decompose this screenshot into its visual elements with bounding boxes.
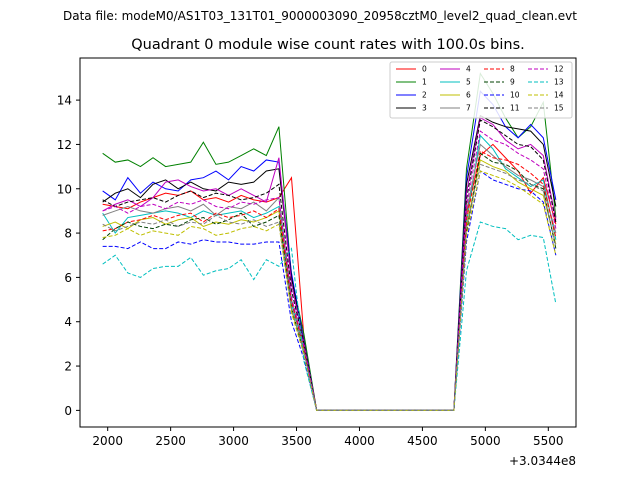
x-tick-label: 4000	[344, 434, 375, 448]
legend-label-6: 6	[466, 91, 471, 100]
legend-label-9: 9	[510, 78, 515, 87]
legend-label-7: 7	[466, 104, 471, 113]
x-offset-label: +3.0344e8	[509, 454, 576, 468]
legend-label-2: 2	[422, 91, 427, 100]
series-line-10	[102, 170, 557, 411]
legend-label-11: 11	[510, 104, 520, 113]
legend-label-5: 5	[466, 78, 471, 87]
x-tick-label: 2500	[155, 434, 186, 448]
series-line-7	[102, 143, 557, 411]
legend-label-15: 15	[554, 104, 564, 113]
legend-box	[389, 61, 573, 119]
y-tick-label: 10	[57, 182, 72, 196]
legend-label-14: 14	[554, 91, 564, 100]
legend-label-13: 13	[554, 78, 564, 87]
series-line-15	[102, 163, 557, 411]
y-tick-label: 0	[64, 404, 72, 418]
x-tick-label: 3000	[218, 434, 249, 448]
legend-label-10: 10	[510, 91, 520, 100]
legend-label-3: 3	[422, 104, 427, 113]
x-tick-label: 4500	[407, 434, 438, 448]
y-tick-label: 14	[57, 94, 72, 108]
x-tick-label: 5000	[470, 434, 501, 448]
legend-label-0: 0	[422, 65, 427, 74]
y-tick-label: 4	[64, 315, 72, 329]
x-tick-label: 5500	[533, 434, 564, 448]
x-axis: 2000 2500 3000 3500 4000 4500 5000 5500	[92, 427, 564, 448]
legend-label-12: 12	[554, 65, 564, 74]
y-tick-label: 12	[57, 138, 72, 152]
figure-suptitle: Data file: modeM0/AS1T03_131T01_90000030…	[63, 9, 577, 23]
x-tick-label: 2000	[92, 434, 123, 448]
legend-label-1: 1	[422, 78, 427, 87]
y-tick-label: 2	[64, 360, 72, 374]
y-axis: 0 2 4 6 8 10 12 14	[57, 94, 80, 418]
legend-label-4: 4	[466, 65, 471, 74]
series-line-5	[102, 134, 557, 411]
y-tick-label: 8	[64, 227, 72, 241]
y-tick-label: 6	[64, 271, 72, 285]
series-line-3	[102, 114, 557, 411]
series-line-11	[102, 119, 557, 411]
series-line-13	[102, 221, 557, 411]
legend-label-8: 8	[510, 65, 515, 74]
series-line-12	[102, 130, 557, 411]
series-line-9	[102, 152, 557, 411]
series-line-14	[102, 170, 557, 411]
plot-frame	[79, 57, 577, 428]
x-tick-label: 3500	[281, 434, 312, 448]
series-line-8	[102, 150, 557, 411]
series-line-2	[102, 90, 557, 411]
series-line-4	[102, 117, 557, 411]
chart-title: Quadrant 0 module wise count rates with …	[131, 37, 525, 53]
